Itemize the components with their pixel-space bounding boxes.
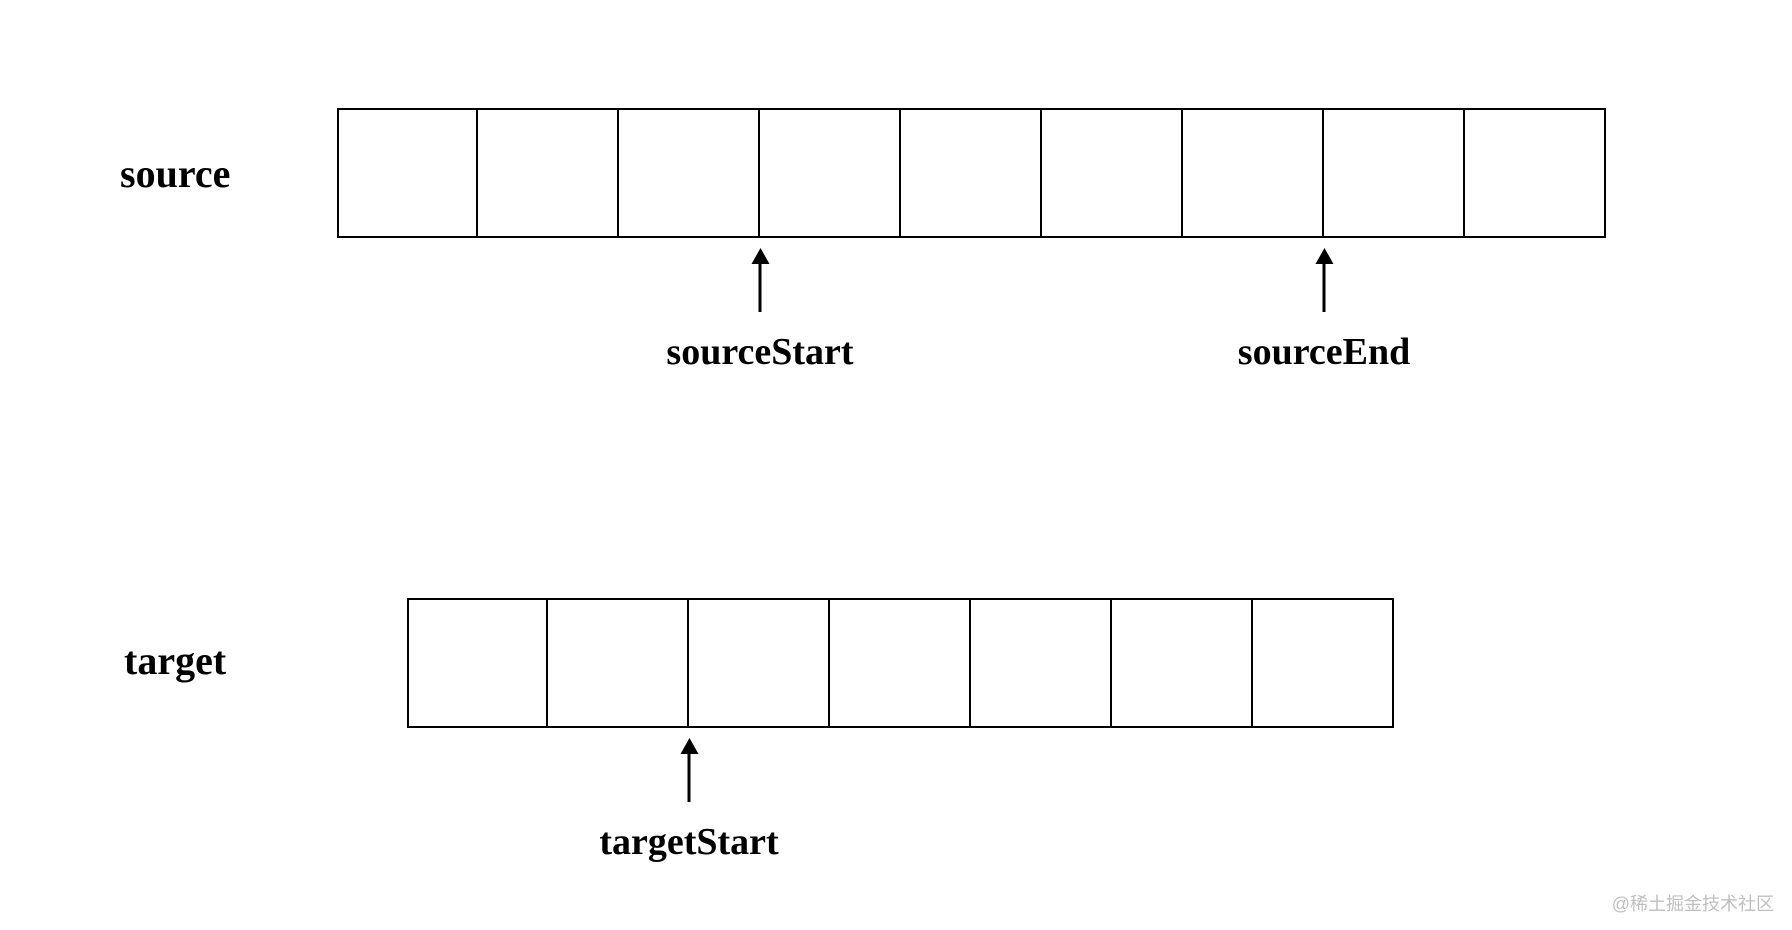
target-label: target bbox=[124, 637, 226, 684]
array-cell bbox=[619, 108, 760, 238]
array-cell bbox=[830, 598, 971, 728]
array-cell bbox=[901, 108, 1042, 238]
array-cell bbox=[760, 108, 901, 238]
source-array bbox=[337, 108, 1606, 238]
arrow-up-icon bbox=[680, 738, 698, 802]
pointer-label-target-start: targetStart bbox=[599, 820, 778, 864]
array-cell bbox=[1042, 108, 1183, 238]
array-cell bbox=[1465, 108, 1606, 238]
pointer-target-start: targetStart bbox=[689, 738, 690, 864]
pointer-source-end: sourceEnd bbox=[1324, 248, 1325, 374]
array-cell bbox=[337, 108, 478, 238]
pointer-label-source-end: sourceEnd bbox=[1238, 330, 1410, 374]
array-cell bbox=[1183, 108, 1324, 238]
pointer-label-source-start: sourceStart bbox=[666, 330, 853, 374]
array-cell bbox=[407, 598, 548, 728]
array-cell bbox=[548, 598, 689, 728]
array-cell bbox=[689, 598, 830, 728]
array-cell bbox=[1112, 598, 1253, 728]
array-cell bbox=[971, 598, 1112, 728]
target-array bbox=[407, 598, 1394, 728]
arrow-up-icon bbox=[751, 248, 769, 312]
source-label: source bbox=[120, 150, 230, 197]
watermark: @稀土掘金技术社区 bbox=[1612, 890, 1774, 916]
array-cell bbox=[478, 108, 619, 238]
pointer-source-start: sourceStart bbox=[760, 248, 761, 374]
arrow-up-icon bbox=[1315, 248, 1333, 312]
array-cell bbox=[1253, 598, 1394, 728]
array-cell bbox=[1324, 108, 1465, 238]
